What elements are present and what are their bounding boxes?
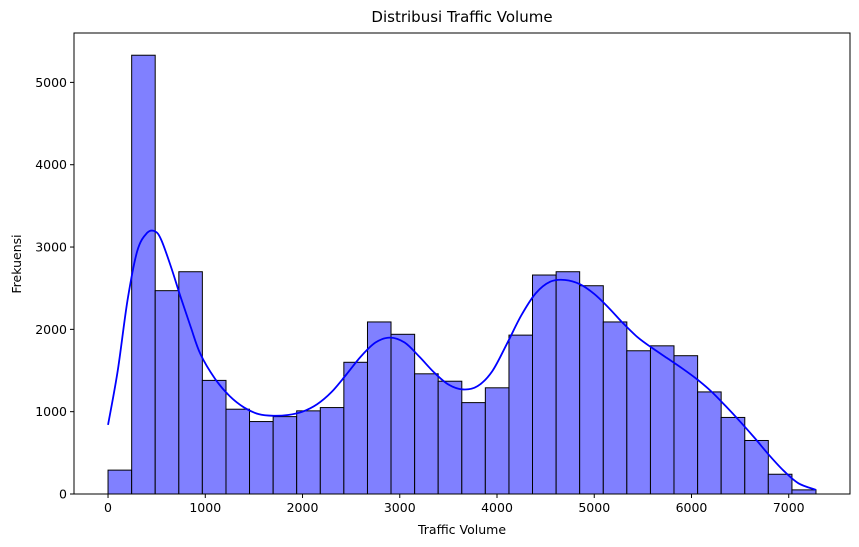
x-tick-label: 0 [104,500,112,515]
histogram-bar [791,489,817,495]
histogram-bar [767,473,793,495]
y-tick-label: 3000 [35,240,67,255]
kde-curve [107,229,817,491]
histogram-bar [484,387,510,495]
histogram-bar [579,285,604,495]
y-axis: 0 1000 2000 3000 4000 5000 [35,75,74,502]
x-tick-label: 1000 [189,500,221,515]
plot-frame [73,32,851,495]
y-tick-label: 1000 [35,404,67,419]
histogram-bar [532,274,557,495]
x-tick-label: 5000 [578,500,610,515]
histogram-bar [272,416,298,495]
histogram-bar [131,54,156,495]
x-axis-label: Traffic Volume [417,522,506,537]
histogram-bar [697,391,722,495]
histogram-bar [744,439,769,495]
histogram-bar [107,469,133,495]
x-tick-label: 7000 [773,500,805,515]
y-tick-label: 0 [59,487,67,502]
histogram-bar [555,271,581,495]
histogram-bar [225,408,251,495]
histogram-bar [508,334,534,495]
histogram-bar [626,350,651,495]
chart-title: Distribusi Traffic Volume [371,8,552,26]
histogram-bar [649,345,675,495]
histogram-bar [461,402,486,495]
histogram-bar [154,290,180,495]
y-axis-label: Frekuensi [9,234,24,293]
histogram-bar [437,380,463,495]
histogram-bar [414,373,439,495]
x-tick-label: 4000 [481,500,513,515]
bars-group [107,54,817,495]
histogram-bar [602,321,628,495]
y-tick-label: 4000 [35,157,67,172]
histogram-bar [343,361,368,495]
x-axis: 0 1000 2000 3000 4000 5000 6000 7000 [104,494,805,515]
x-tick-label: 6000 [676,500,708,515]
x-tick-label: 3000 [384,500,416,515]
histogram-bar [720,416,746,495]
histogram-bar [319,407,345,495]
histogram-bar [296,410,321,495]
histogram-bar [366,321,392,495]
y-tick-label: 5000 [35,75,67,90]
histogram-bar [390,333,416,495]
histogram-bar [178,271,203,495]
histogram-bar [249,421,274,495]
y-tick-label: 2000 [35,322,67,337]
x-tick-label: 2000 [287,500,319,515]
histogram-bar [201,379,227,495]
